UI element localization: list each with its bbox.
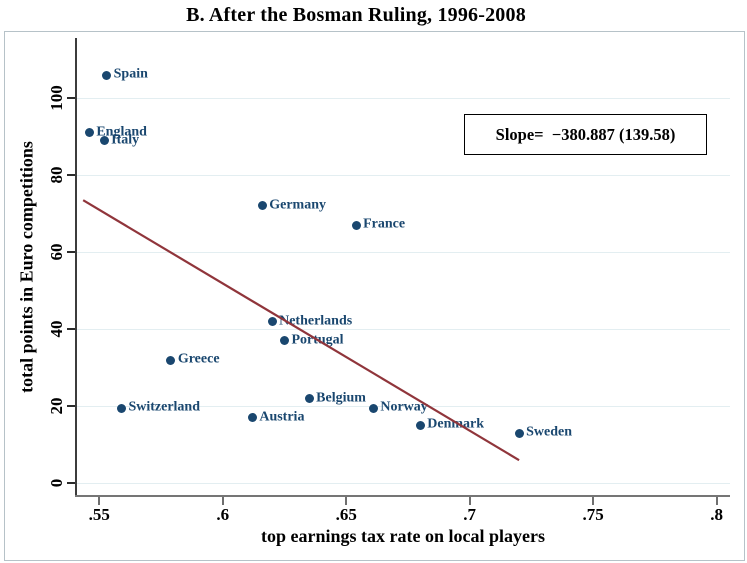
data-point-netherlands: [267, 317, 277, 326]
gridline-y-40: [76, 328, 730, 330]
point-label-greece: Greece: [177, 351, 220, 367]
y-tick-20: [67, 405, 75, 408]
data-point-denmark: [415, 420, 425, 430]
y-tick-label-100: 100: [47, 85, 66, 111]
gridline-y-60: [76, 251, 730, 253]
y-tick-label-20: 20: [47, 397, 66, 415]
y-tick-label-80: 80: [47, 166, 66, 184]
data-point-italy: [99, 136, 109, 145]
slope-annotation-box: Slope= −380.887 (139.58): [464, 114, 707, 155]
gridline-y-100: [76, 97, 730, 99]
x-tick-label-.75: .75: [582, 505, 604, 524]
chart-title: B. After the Bosman Ruling, 1996-2008: [186, 4, 526, 26]
x-tick-.7: [468, 497, 471, 505]
data-point-sweden: [514, 428, 524, 438]
y-tick-label-60: 60: [47, 243, 66, 261]
data-point-spain: [102, 70, 112, 80]
x-tick-label-.65: .65: [335, 505, 357, 524]
data-point-germany: [257, 201, 267, 211]
x-tick-.55: [98, 497, 101, 505]
point-label-austria: Austria: [259, 409, 305, 425]
slope-annotation-text: Slope= −380.887 (139.58): [495, 124, 676, 144]
point-label-denmark: Denmark: [427, 417, 485, 433]
x-tick-label-.8: .8: [710, 505, 724, 524]
gridline-y-0: [76, 482, 730, 484]
data-point-belgium: [304, 394, 314, 404]
data-point-greece: [166, 355, 176, 365]
point-label-netherlands: Netherlands: [279, 313, 353, 329]
y-tick-100: [67, 97, 75, 100]
data-point-france: [351, 220, 361, 230]
point-label-portugal: Portugal: [291, 332, 344, 348]
x-tick-label-.55: .55: [88, 505, 110, 524]
x-tick-.6: [221, 497, 224, 505]
point-label-england: England: [96, 124, 147, 140]
x-tick-.65: [345, 497, 348, 505]
data-point-norway: [368, 403, 378, 413]
y-tick-0: [67, 482, 75, 485]
data-point-austria: [247, 413, 257, 423]
point-label-france: France: [363, 216, 406, 232]
point-label-sweden: Sweden: [526, 424, 572, 440]
y-tick-label-40: 40: [47, 320, 66, 338]
y-tick-label-0: 0: [47, 479, 66, 488]
point-label-belgium: Belgium: [316, 390, 366, 406]
data-point-england: [84, 128, 94, 138]
x-tick-label-.6: .6: [216, 505, 230, 524]
x-axis-title: top earnings tax rate on local players: [261, 526, 545, 546]
y-tick-80: [67, 174, 75, 177]
data-point-portugal: [279, 336, 289, 346]
point-label-italy: Italy: [111, 132, 140, 148]
x-tick-.8: [715, 497, 718, 505]
y-tick-60: [67, 251, 75, 254]
figure-border: [4, 31, 745, 561]
point-label-germany: Germany: [269, 197, 326, 213]
x-tick-label-.7: .7: [463, 505, 477, 524]
gridline-y-80: [76, 174, 730, 176]
y-axis-line: [75, 38, 77, 495]
data-point-switzerland: [116, 403, 126, 413]
x-tick-.75: [592, 497, 595, 505]
y-axis-title: total points in Euro competitions: [16, 141, 37, 393]
y-tick-40: [67, 328, 75, 331]
x-axis-line: [75, 495, 730, 497]
point-label-switzerland: Switzerland: [128, 399, 200, 415]
point-label-norway: Norway: [380, 399, 428, 415]
point-label-spain: Spain: [113, 66, 148, 82]
